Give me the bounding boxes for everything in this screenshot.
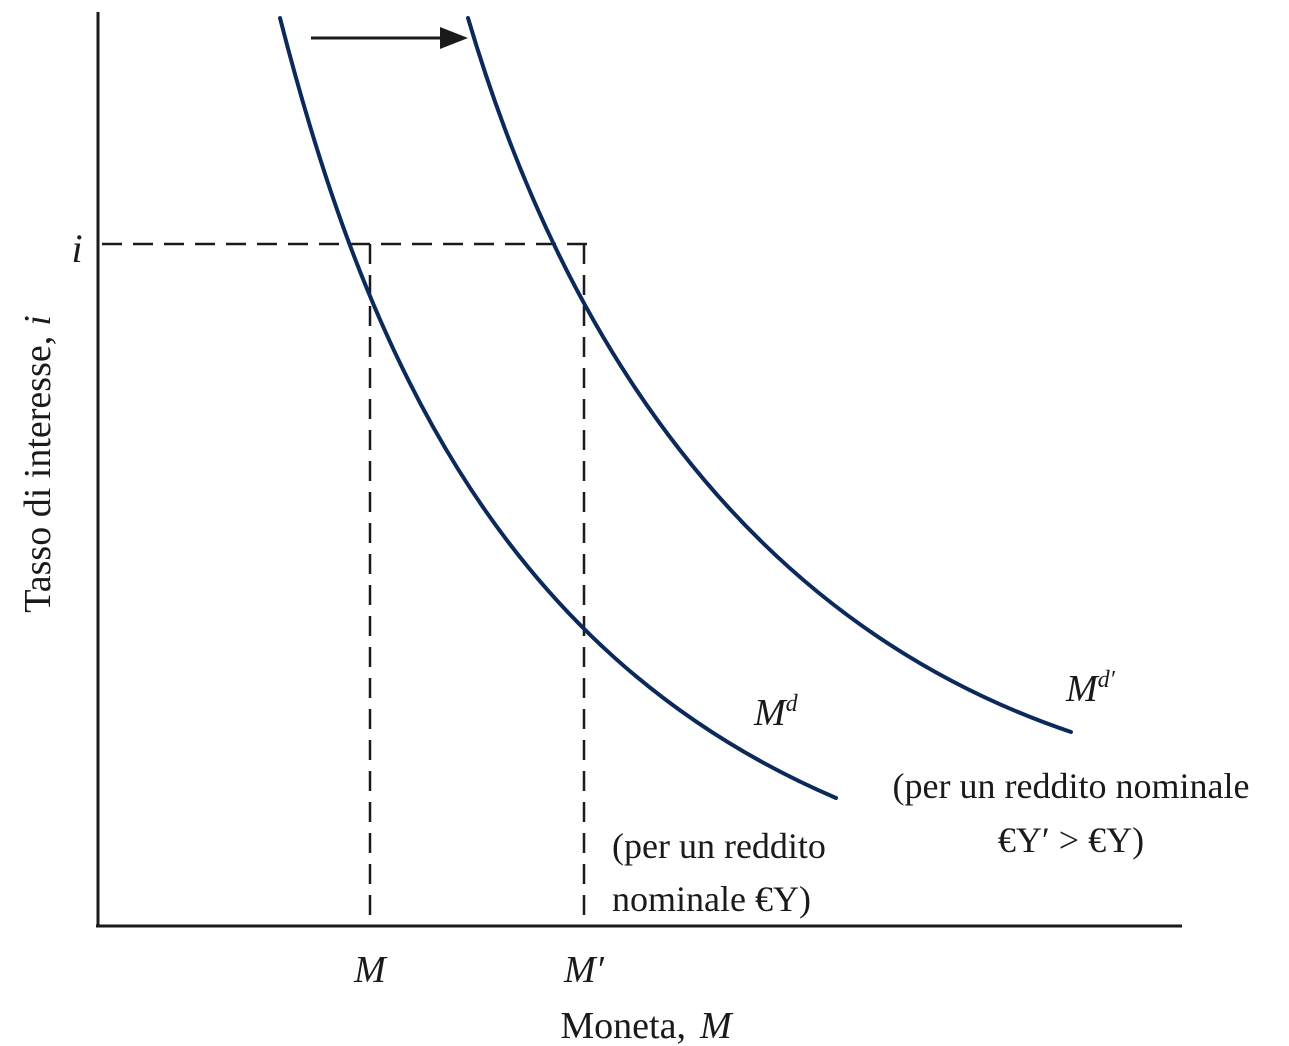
x-tick-label-m: M	[353, 949, 388, 991]
x-tick-label-m-prime: M′	[563, 949, 605, 991]
curve-label-md-superscript: d	[786, 691, 799, 717]
right-arrow-icon	[311, 27, 468, 49]
curve-label-md-name: M	[753, 692, 788, 734]
x-axis-title-text: Moneta,	[560, 1005, 686, 1046]
y-axis-title-symbol: i	[17, 315, 59, 326]
money-demand-curve-md-prime	[466, 16, 1073, 734]
curve-label-md: Md	[753, 691, 799, 734]
y-axis-title: Tasso di interesse, i	[17, 315, 59, 613]
curve-note-md-prime-line-2: €Y′ > €Y)	[998, 820, 1144, 860]
y-axis-title-text: Tasso di interesse,	[17, 336, 59, 613]
money-demand-curve-md	[278, 16, 838, 800]
x-axis-title: Moneta, M	[560, 1005, 734, 1046]
curve-label-md-prime-name: M	[1065, 668, 1100, 710]
x-axis-title-symbol: M	[699, 1005, 734, 1046]
curve-note-md-line-2: nominale €Y)	[612, 879, 811, 919]
curve-label-md-prime-superscript: d′	[1098, 667, 1116, 693]
curve-label-md-prime: Md′	[1065, 667, 1116, 710]
curve-note-md-line-1: (per un reddito	[612, 826, 826, 866]
curve-note-md-prime-line-1: (per un reddito nominale	[893, 766, 1250, 806]
y-tick-label-i: i	[71, 226, 82, 271]
